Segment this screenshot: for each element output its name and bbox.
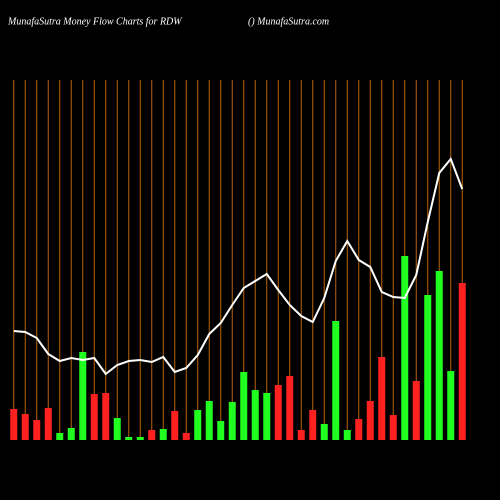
bar <box>366 401 374 440</box>
bar <box>205 401 213 440</box>
bar <box>21 414 29 440</box>
bar <box>401 256 409 440</box>
bar <box>309 410 317 440</box>
bar <box>447 371 455 440</box>
bar <box>148 430 156 440</box>
bar <box>182 433 190 440</box>
bar <box>44 408 52 440</box>
bar <box>228 402 236 440</box>
bar <box>79 352 87 440</box>
bar <box>125 437 133 440</box>
bar <box>355 419 363 440</box>
line <box>13 157 464 376</box>
chart-title: MunafaSutra Money Flow Charts for RDW <box>7 16 183 27</box>
bar <box>67 428 75 440</box>
bar <box>136 437 144 440</box>
bar <box>217 421 225 440</box>
bar <box>240 372 248 440</box>
bar <box>332 321 340 440</box>
bar <box>274 385 282 440</box>
chart-subtitle: () MunafaSutra.com <box>248 16 329 27</box>
bar <box>113 418 121 440</box>
bar <box>102 393 110 440</box>
bar <box>458 283 466 440</box>
bar <box>297 430 305 440</box>
bar <box>343 430 351 440</box>
bar <box>56 433 64 440</box>
bar <box>286 376 294 440</box>
bar <box>435 271 443 440</box>
bar <box>424 295 432 440</box>
bar <box>10 409 18 440</box>
bar <box>194 410 202 440</box>
bar <box>412 381 420 440</box>
bar <box>171 411 179 440</box>
bar <box>159 429 167 440</box>
bar <box>389 415 397 440</box>
bar <box>320 424 328 440</box>
bar <box>263 393 271 440</box>
bar <box>33 420 41 440</box>
bar <box>90 394 98 440</box>
bar <box>251 390 259 440</box>
bar <box>378 357 386 440</box>
